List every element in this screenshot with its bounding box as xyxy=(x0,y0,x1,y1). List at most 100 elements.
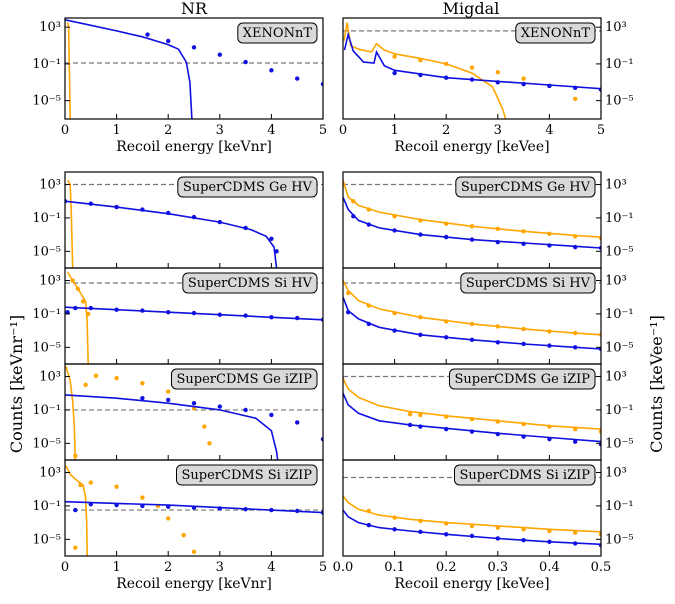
blue-data-point xyxy=(114,307,119,312)
orange-data-point xyxy=(495,226,500,231)
blue-line-series xyxy=(65,200,278,268)
orange-data-point xyxy=(444,221,449,226)
panel-label: XENONnT xyxy=(521,26,591,41)
x-axis-label: Recoil energy [keVee] xyxy=(394,139,549,155)
blue-data-point xyxy=(521,341,526,347)
blue-data-point xyxy=(269,412,274,418)
x-tick-label: 3 xyxy=(216,123,224,138)
y-tick-label: 10³ xyxy=(39,20,61,35)
x-tick-label: 0.5 xyxy=(591,560,612,575)
blue-data-point xyxy=(521,537,526,543)
blue-data-point xyxy=(191,401,197,406)
x-axis-label: Recoil energy [keVee] xyxy=(394,576,549,592)
blue-data-point xyxy=(269,236,274,241)
y-tick-label: 10⁻⁵ xyxy=(32,94,61,109)
blue-data-point xyxy=(495,431,500,437)
orange-data-point xyxy=(202,424,207,429)
x-tick-label: 0.0 xyxy=(333,560,354,575)
blue-data-point xyxy=(269,68,274,73)
orange-data-point xyxy=(392,54,397,59)
blue-data-point xyxy=(392,70,397,76)
panel-label: SuperCDMS Si HV xyxy=(188,276,313,291)
blue-data-point xyxy=(573,439,578,444)
x-tick-label: 1 xyxy=(112,123,120,138)
blue-data-point xyxy=(469,237,475,242)
panel-migdal-ge-hv: 10³ 10⁻¹ 10⁻⁵ SuperCDMS Ge HV xyxy=(342,171,634,269)
blue-data-point xyxy=(243,313,248,318)
blue-data-point xyxy=(140,396,145,401)
y-tick-label: 10⁻⁵ xyxy=(32,532,61,547)
blue-data-point xyxy=(444,234,449,240)
blue-data-point xyxy=(73,507,78,513)
orange-data-point xyxy=(207,441,212,446)
x-tick-label: 0 xyxy=(61,123,69,138)
blue-data-point xyxy=(243,225,248,231)
orange-line-series xyxy=(343,377,601,430)
orange-data-point xyxy=(521,421,526,427)
orange-data-point xyxy=(444,521,449,526)
blue-data-point xyxy=(140,207,145,212)
blue-data-point xyxy=(73,305,78,311)
series-group xyxy=(65,465,323,556)
y-tick-label: 10⁻⁵ xyxy=(605,532,634,547)
blue-data-point xyxy=(114,502,119,508)
y-tick-label: 10⁻¹ xyxy=(32,403,61,418)
blue-data-point xyxy=(418,72,423,78)
orange-data-point xyxy=(93,373,99,378)
orange-data-point xyxy=(166,389,171,394)
blue-data-point xyxy=(444,75,449,80)
orange-data-point xyxy=(166,516,171,521)
orange-data-point xyxy=(547,329,552,334)
orange-data-point xyxy=(83,382,88,388)
blue-data-point xyxy=(418,232,423,237)
orange-data-point xyxy=(70,278,75,283)
x-tick-label: 5 xyxy=(319,560,327,575)
blue-data-point xyxy=(521,81,526,87)
orange-data-point xyxy=(392,310,397,316)
blue-data-point xyxy=(495,239,500,245)
orange-data-point xyxy=(469,224,475,229)
panel-label-box xyxy=(448,368,596,390)
series-group xyxy=(65,271,323,364)
x-tick-label: 5 xyxy=(597,123,605,138)
blue-data-point xyxy=(140,308,145,313)
orange-data-point xyxy=(573,330,578,336)
y-tick-label: 10³ xyxy=(39,274,61,289)
panel-label-box xyxy=(177,176,318,198)
x-tick-label: 4 xyxy=(267,560,275,575)
blue-data-point xyxy=(392,328,397,333)
orange-data-point xyxy=(418,218,423,223)
blue-data-point xyxy=(145,32,150,37)
blue-data-point xyxy=(418,332,423,337)
blue-data-point xyxy=(191,505,197,510)
y-tick-label: 10⁻¹ xyxy=(605,211,634,226)
y-tick-label: 10³ xyxy=(605,274,627,289)
series-group xyxy=(343,377,601,447)
x-tick-label: 0 xyxy=(339,123,347,138)
orange-line-series xyxy=(66,271,89,364)
blue-data-point xyxy=(217,312,222,317)
column-title-nr: NR xyxy=(181,0,208,18)
y-tick-label: 10⁻⁵ xyxy=(32,436,61,451)
panel-label-box xyxy=(460,272,596,294)
orange-data-point xyxy=(444,61,449,67)
y-tick-label: 10⁻⁵ xyxy=(32,244,61,259)
x-tick-label: 0.2 xyxy=(436,560,457,575)
panel-label: SuperCDMS Ge HV xyxy=(183,180,313,195)
x-tick-label: 2 xyxy=(164,560,172,575)
panel-label-box xyxy=(515,22,596,44)
y-tick-label: 10⁻¹ xyxy=(32,499,61,514)
x-tick-label: 3 xyxy=(494,123,502,138)
x-tick-label: 1 xyxy=(112,560,120,575)
blue-data-point xyxy=(295,315,300,321)
blue-data-point xyxy=(366,321,371,327)
blue-data-point xyxy=(243,407,248,413)
blue-data-point xyxy=(140,503,145,509)
blue-data-point xyxy=(573,85,578,90)
orange-data-point xyxy=(418,518,423,524)
orange-data-point xyxy=(547,424,552,429)
blue-line-series xyxy=(65,19,193,119)
blue-data-point xyxy=(495,80,500,85)
y-tick-label: 10⁻¹ xyxy=(32,211,61,226)
y-tick-label: 10⁻⁵ xyxy=(605,94,634,109)
